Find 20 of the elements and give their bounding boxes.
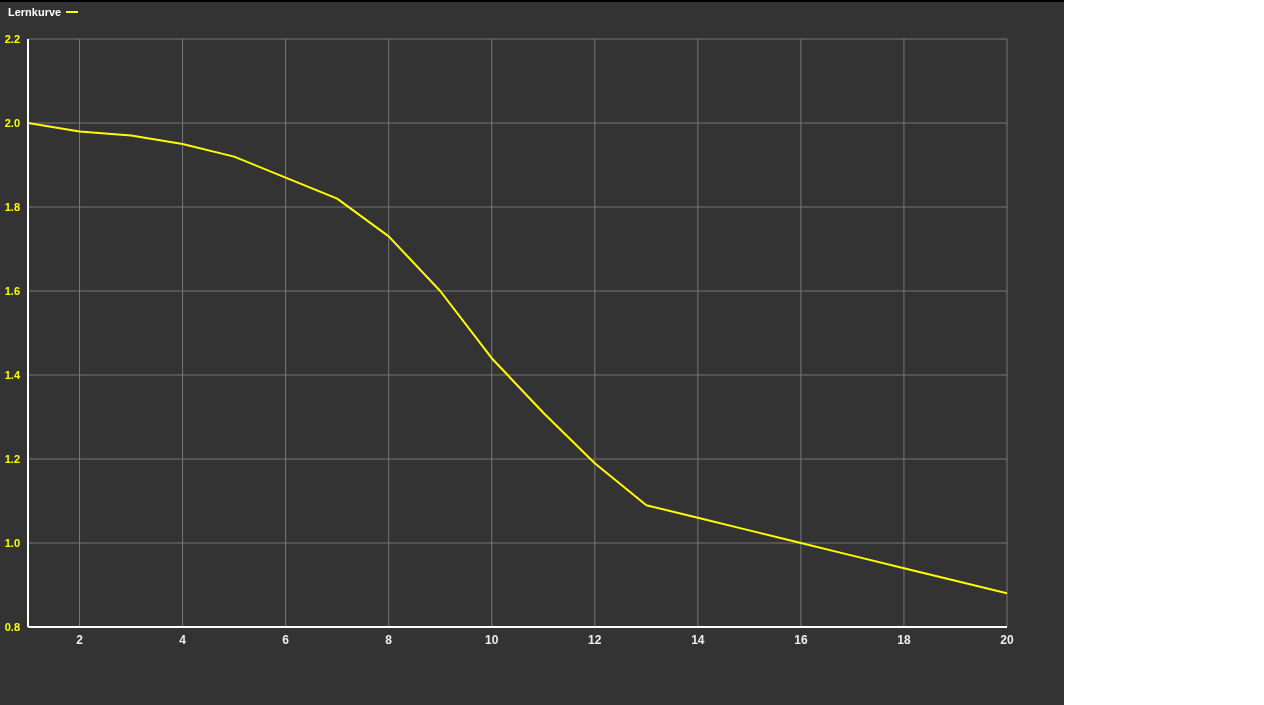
y-tick-label: 1.2 (4, 452, 20, 465)
x-tick-label: 8 (385, 632, 393, 647)
y-tick-label: 1.6 (4, 284, 20, 297)
y-tick-label: 0.8 (4, 620, 20, 633)
legend-label: Lernkurve (8, 6, 62, 18)
x-tick-label: 12 (588, 632, 602, 647)
line-series (28, 122, 1007, 595)
y-tick-label: 1.4 (4, 368, 21, 381)
x-tick-label: 14 (691, 632, 705, 647)
x-tick-label: 6 (282, 632, 290, 647)
x-tick-label: 2 (76, 632, 84, 647)
x-tick-label: 10 (485, 632, 499, 647)
y-tick-label: 2.0 (4, 116, 20, 129)
x-tick-label: 20 (1000, 632, 1014, 647)
y-tick-label: 2.2 (4, 32, 20, 45)
y-tick-label: 1.8 (4, 200, 20, 213)
x-tick-label: 4 (179, 632, 187, 647)
x-tick-label: 18 (897, 632, 911, 647)
y-tick-label: 1.0 (4, 536, 20, 549)
x-tick-label: 16 (794, 632, 808, 647)
